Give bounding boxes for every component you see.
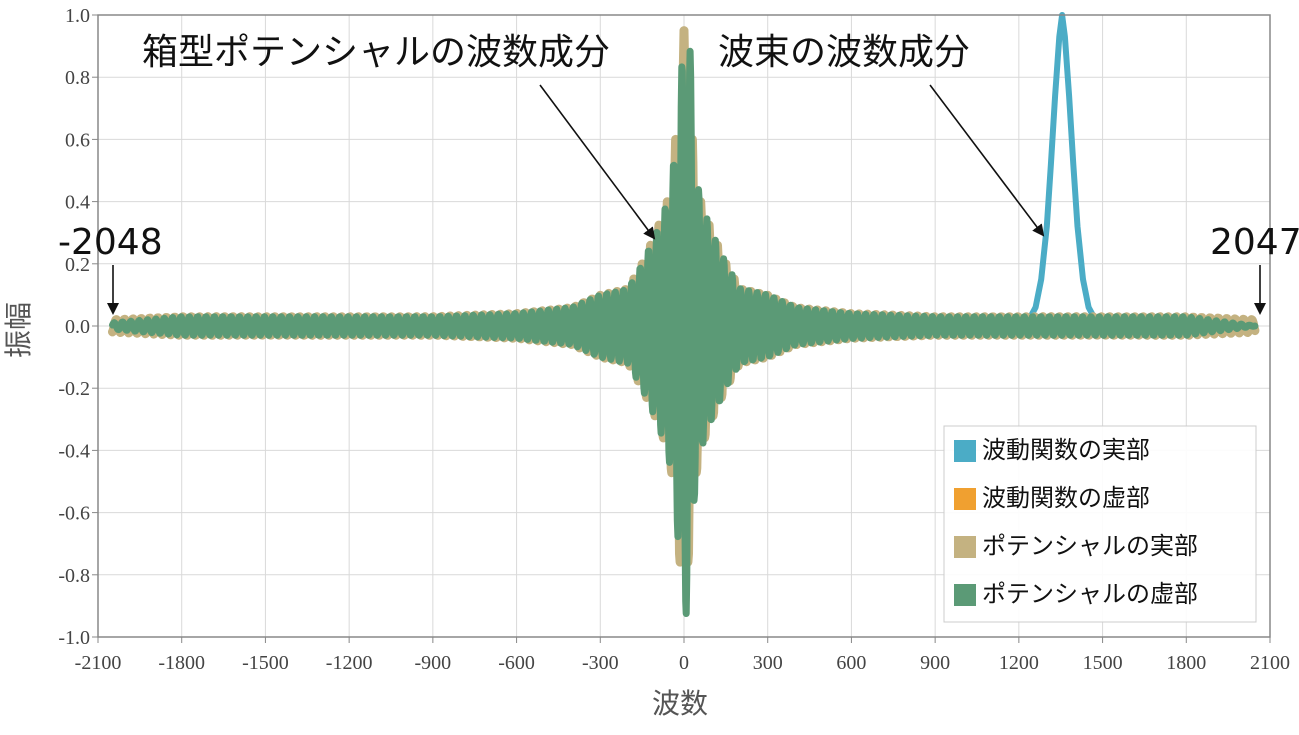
x-tick-label: -1500 [242,652,289,674]
y-tick-label: -0.4 [58,440,90,462]
annotation-left-end: -2048 [58,222,163,263]
y-tick-label: 0.4 [65,192,90,214]
legend-swatch-2 [954,536,976,558]
x-axis-title: 波数 [652,687,708,720]
y-tick-label: 0.6 [65,129,90,151]
y-tick-label: 0.2 [65,254,90,276]
legend-label-0: 波動関数の実部 [982,436,1150,464]
legend-swatch-1 [954,488,976,510]
annotation-box-potential: 箱型ポテンシャルの波数成分 [142,32,610,73]
legend-swatch-3 [954,584,976,606]
x-tick-label: -2100 [75,652,122,674]
x-tick-label: 1800 [1166,652,1206,674]
annotation-wave-packet: 波束の波数成分 [718,32,970,73]
annotation-arrow-box-potential [539,84,656,240]
x-tick-label: 0 [679,652,689,674]
legend-box [943,425,1257,623]
y-tick-label: -0.6 [58,503,90,525]
x-tick-label: -300 [582,652,619,674]
x-tick-label: 1200 [999,652,1039,674]
y-tick-label: 1.0 [65,5,90,27]
y-axis-title: 振幅 [2,302,35,358]
legend-swatch-0 [954,440,976,462]
legend-label-1: 波動関数の虚部 [982,484,1150,512]
x-tick-label: 900 [920,652,950,674]
x-tick-label: 2100 [1250,652,1290,674]
x-tick-label: 1500 [1083,652,1123,674]
annotation-right-end: 2047 [1210,222,1299,263]
y-tick-label: -0.2 [58,378,90,400]
y-tick-label: 0.0 [65,316,90,338]
x-tick-label: 300 [753,652,783,674]
x-tick-label: 600 [836,652,866,674]
y-tick-label: 0.8 [65,67,90,89]
x-tick-label: -600 [498,652,535,674]
series-line-3 [109,47,1259,617]
y-tick-label: -0.8 [58,565,90,587]
y-tick-label: -1.0 [58,627,90,649]
tick-labels: -2100 -1800 -1500 -1200 -900 -600 -300 0 300 600 9… [58,5,1290,674]
x-tick-label: -900 [415,652,452,674]
legend-label-2: ポテンシャルの実部 [982,532,1198,560]
plot-frame [97,14,1271,638]
annotation-arrow-wave-packet [929,84,1045,237]
x-tick-label: -1800 [158,652,205,674]
x-tick-label: -1200 [326,652,373,674]
legend-label-3: ポテンシャルの虚部 [982,580,1198,608]
legend: 波動関数の実部 波動関数の虚部 ポテンシャルの実部 ポテンシャルの虚部 [943,425,1257,623]
